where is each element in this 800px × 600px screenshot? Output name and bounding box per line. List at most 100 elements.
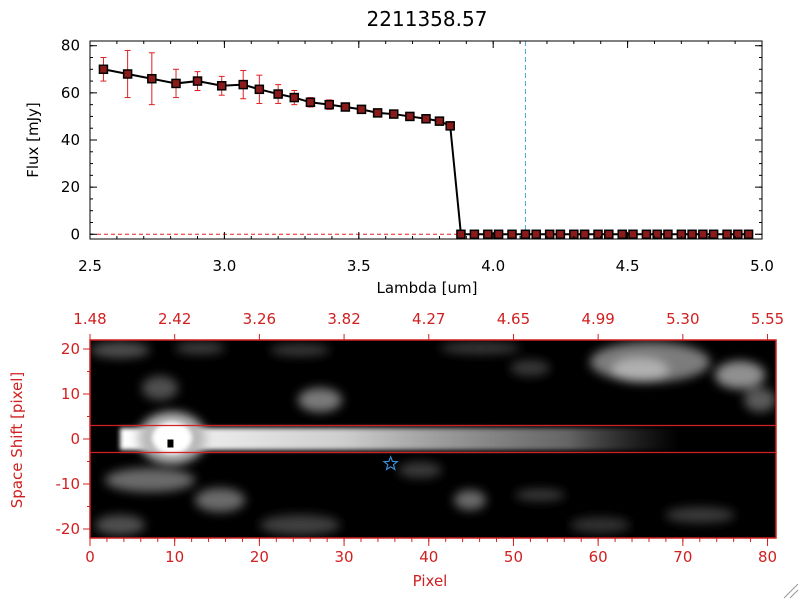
data-point	[722, 229, 732, 240]
y-tick-label: 80	[61, 37, 80, 55]
data-point	[273, 89, 283, 99]
spectral-image	[90, 340, 776, 538]
data-point	[531, 229, 541, 240]
spectrum-plot-area	[90, 41, 762, 240]
x-tick-label: 80	[758, 548, 777, 566]
x-tick-label: 50	[504, 548, 523, 566]
spectrum-axes-frame	[89, 40, 763, 240]
top-tick-label: 4.27	[412, 310, 445, 328]
x-tick-label: 2.5	[78, 257, 102, 275]
data-point	[593, 229, 603, 240]
y-tick-label: -20	[56, 520, 81, 538]
spectrum-x-axis-label: Lambda [um]	[377, 279, 478, 297]
data-point	[483, 229, 493, 240]
source-core	[152, 422, 192, 454]
x-tick-label: 20	[250, 548, 269, 566]
data-point	[493, 229, 504, 240]
data-point	[520, 229, 531, 240]
data-point	[305, 97, 316, 108]
image-x-axis-label: Pixel	[413, 572, 448, 590]
data-point	[356, 104, 367, 115]
x-tick-label: 4.5	[616, 257, 640, 275]
data-point	[628, 229, 638, 240]
y-tick-label: -10	[56, 475, 81, 493]
y-tick-label: 40	[61, 131, 80, 149]
image-top-wavelength-ticks: 1.48 2.42 3.26 3.82 4.27 4.65 4.99 5.30 5.55	[73, 310, 784, 340]
spectrum-plot: 2211358.57 2.5 3.0 3.5 4.0 4.5 5.0 020406080 …	[24, 7, 774, 297]
data-point	[192, 76, 203, 86]
star-marker-icon	[382, 455, 399, 471]
top-tick-label: 5.30	[666, 310, 699, 328]
data-point	[687, 229, 697, 240]
top-tick-label: 4.99	[581, 310, 614, 328]
y-tick-label: 60	[61, 84, 80, 102]
data-point	[238, 79, 248, 90]
data-point	[98, 64, 109, 75]
spectral-image-plot: 0 10 20 30 40 50 60 70 80 1.48 2.42 3.26 3.82 4.27 4.…	[8, 310, 784, 590]
y-tick-label: 20	[61, 340, 80, 358]
data-point	[147, 73, 157, 84]
data-point	[663, 229, 673, 240]
data-point	[733, 229, 743, 240]
y-tick-label: 20	[61, 178, 80, 196]
x-tick-label: 3.0	[212, 257, 236, 275]
x-tick-label: 10	[165, 548, 184, 566]
spectrum-x-ticks: 2.5 3.0 3.5 4.0 4.5 5.0	[78, 41, 774, 275]
top-tick-label: 1.48	[73, 310, 106, 328]
top-tick-label: 5.55	[751, 310, 784, 328]
data-point	[421, 114, 431, 124]
x-tick-label: 5.0	[750, 257, 774, 275]
image-noise-blobs	[90, 342, 776, 535]
chart-title: 2211358.57	[367, 7, 488, 31]
data-point	[388, 109, 399, 119]
top-tick-label: 2.42	[158, 310, 191, 328]
data-point	[445, 121, 455, 131]
flux-series-line	[103, 68, 749, 236]
data-point	[254, 84, 265, 95]
x-tick-label: 30	[335, 548, 354, 566]
x-tick-label: 4.0	[481, 257, 505, 275]
spectrum-y-axis-label: Flux [mJy]	[24, 102, 42, 178]
data-point	[434, 116, 445, 126]
spectral-trace	[120, 428, 680, 450]
data-point	[544, 229, 555, 240]
data-point	[652, 229, 662, 240]
data-point	[456, 229, 466, 240]
data-point	[122, 69, 133, 79]
aperture-lines	[90, 424, 776, 454]
data-point	[617, 229, 627, 240]
image-x-ticks: 0 10 20 30 40 50 60 70 80	[85, 538, 777, 566]
image-y-ticks: -20 -10 0 10 20	[56, 340, 90, 538]
y-tick-label: 0	[70, 225, 80, 243]
x-tick-label: 70	[673, 548, 692, 566]
data-point	[555, 229, 566, 240]
y-tick-label: 0	[70, 430, 80, 448]
data-point	[216, 81, 227, 91]
data-point	[340, 102, 351, 112]
data-point	[405, 111, 415, 122]
top-tick-label: 3.26	[243, 310, 276, 328]
spectrum-y-ticks: 0 20 40 60 80	[61, 37, 762, 243]
x-tick-label: 0	[85, 548, 95, 566]
x-tick-label: 40	[419, 548, 438, 566]
data-point	[324, 99, 334, 110]
data-point	[708, 229, 719, 240]
x-tick-label: 60	[589, 548, 608, 566]
data-point	[469, 229, 480, 240]
data-point	[743, 229, 754, 240]
data-point	[507, 229, 517, 240]
resize-grip-icon[interactable]	[783, 583, 799, 599]
top-tick-label: 3.82	[327, 310, 360, 328]
image-markers	[167, 439, 399, 471]
data-point	[579, 229, 590, 240]
data-point	[372, 108, 383, 118]
top-tick-label: 4.65	[497, 310, 530, 328]
y-tick-label: 10	[61, 385, 80, 403]
data-point	[698, 229, 708, 240]
data-point	[604, 229, 614, 240]
x-tick-label: 3.5	[347, 257, 371, 275]
image-y-axis-label: Space Shift [pixel]	[8, 372, 26, 509]
data-point	[641, 229, 652, 240]
source-marker	[167, 439, 174, 448]
